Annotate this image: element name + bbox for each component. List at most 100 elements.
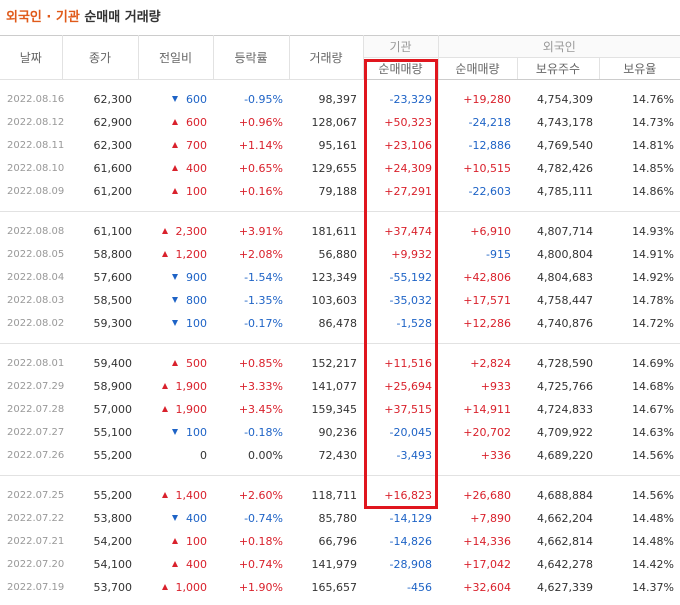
- cell: 55,100: [62, 421, 138, 444]
- cell-text: +17,571: [463, 294, 511, 307]
- cell: -1.54%: [213, 266, 289, 289]
- cell-text: 53,700: [93, 581, 133, 594]
- cell: 4,689,220: [517, 444, 599, 467]
- cell-text: +3.33%: [238, 380, 283, 393]
- cell: 58,900: [62, 375, 138, 398]
- cell-text: 4,642,278: [537, 558, 593, 571]
- cell: 1,400: [138, 484, 213, 507]
- cell: +1.14%: [213, 134, 289, 157]
- cell: 4,804,683: [517, 266, 599, 289]
- cell-text: 4,785,111: [537, 185, 593, 198]
- cell: 2022.07.26: [0, 444, 65, 467]
- cell: +933: [438, 375, 517, 398]
- cell-text: 14.76%: [632, 93, 675, 106]
- cell-text: 2022.08.08: [7, 226, 65, 237]
- cell: 4,807,714: [517, 220, 599, 243]
- cell: 2,300: [138, 220, 213, 243]
- data-row: 2022.07.29 58,900 1,900 +3.33% 141,077 +25,69…: [0, 375, 680, 398]
- cell-text: +3.45%: [238, 403, 283, 416]
- cell: -0.95%: [213, 88, 289, 111]
- cell-text: 14.68%: [632, 380, 675, 393]
- cell-text: 4,724,833: [537, 403, 593, 416]
- cell-text: 95,161: [318, 139, 358, 152]
- cell-text: 2022.08.09: [7, 186, 65, 197]
- cell-text: 58,800: [93, 248, 133, 261]
- cell-text: 2022.07.26: [7, 450, 65, 461]
- cell-text: 4,689,220: [537, 449, 593, 462]
- data-row: 2022.08.02 59,300 100 -0.17% 86,478 -1,528 +12…: [0, 312, 680, 335]
- column-header: 거래량: [288, 35, 364, 80]
- cell-text: 62,300: [93, 93, 133, 106]
- data-row: 2022.08.11 62,300 700 +1.14% 95,161 +23,106 -1…: [0, 134, 680, 157]
- cell-text: 14.37%: [632, 581, 675, 594]
- cell-text: 4,709,922: [537, 426, 593, 439]
- cell-text: 14.56%: [632, 449, 675, 462]
- cell: 90,236: [289, 421, 363, 444]
- cell: -23,329: [363, 88, 438, 111]
- change-arrow: [161, 584, 168, 590]
- cell: 600: [138, 111, 213, 134]
- cell: 86,478: [289, 312, 363, 335]
- cell-text: -3,493: [396, 449, 432, 462]
- cell: 0: [138, 444, 213, 467]
- cell-text: -1.35%: [244, 294, 283, 307]
- cell: +17,571: [438, 289, 517, 312]
- cell-text: +9,932: [391, 248, 432, 261]
- cell-text: +0.65%: [238, 162, 283, 175]
- cell: -915: [438, 243, 517, 266]
- cell-text: -23,329: [389, 93, 432, 106]
- cell: 14.42%: [599, 553, 680, 576]
- cell-text: +2.60%: [238, 489, 283, 502]
- cell: +25,694: [363, 375, 438, 398]
- cell: 159,345: [289, 398, 363, 421]
- cell: 4,688,884: [517, 484, 599, 507]
- cell-text: 600: [186, 93, 207, 106]
- cell-text: +37,515: [384, 403, 432, 416]
- cell: +16,823: [363, 484, 438, 507]
- cell-text: 118,711: [311, 489, 358, 502]
- cell-text: +7,890: [470, 512, 511, 525]
- cell: 2022.07.27: [0, 421, 64, 444]
- cell-text: 4,627,339: [537, 581, 593, 594]
- cell-text: 66,796: [318, 535, 358, 548]
- cell: -28,908: [363, 553, 438, 576]
- cell: 59,400: [62, 352, 138, 375]
- cell: 57,600: [62, 266, 138, 289]
- title-accent: 외국인 · 기관: [6, 10, 80, 25]
- cell: 4,642,278: [517, 553, 599, 576]
- title-rest: 순매매 거래량: [84, 10, 161, 25]
- cell-text: 165,657: [311, 581, 358, 594]
- cell-text: 54,200: [93, 535, 133, 548]
- cell-text: 2022.08.11: [7, 140, 65, 151]
- cell-text: -1,528: [396, 317, 432, 330]
- cell: -0.74%: [213, 507, 289, 530]
- cell: +26,680: [438, 484, 517, 507]
- cell: 2022.07.29: [0, 375, 64, 398]
- cell-text: +2.08%: [238, 248, 283, 261]
- cell: 14.76%: [599, 88, 680, 111]
- cell-text: 14.81%: [632, 139, 675, 152]
- cell: 4,800,804: [517, 243, 599, 266]
- cell: 152,217: [289, 352, 363, 375]
- cell-text: -35,032: [389, 294, 432, 307]
- title: 외국인 · 기관 순매매 거래량: [0, 0, 680, 35]
- cell-text: 57,600: [93, 271, 133, 284]
- data-row: 2022.07.25 55,200 1,400 +2.60% 118,711 +16,82…: [0, 484, 680, 507]
- cell: 14.72%: [599, 312, 680, 335]
- cell-text: +6,910: [470, 225, 511, 238]
- cell: 4,662,814: [517, 530, 599, 553]
- cell-text: 2022.07.22: [7, 513, 65, 524]
- cell: 0.00%: [213, 444, 289, 467]
- change-arrow: [161, 228, 168, 234]
- cell: +0.85%: [213, 352, 289, 375]
- cell-text: -14,826: [389, 535, 432, 548]
- cell-text: 1,400: [175, 489, 208, 502]
- cell-text: -456: [407, 581, 432, 594]
- cell-text: +19,280: [463, 93, 511, 106]
- cell: 55,200: [62, 484, 138, 507]
- cell-text: 14.72%: [632, 317, 675, 330]
- cell: 400: [138, 553, 213, 576]
- cell-text: +23,106: [384, 139, 432, 152]
- cell-text: 2022.07.20: [7, 559, 65, 570]
- cell-text: 2,300: [175, 225, 208, 238]
